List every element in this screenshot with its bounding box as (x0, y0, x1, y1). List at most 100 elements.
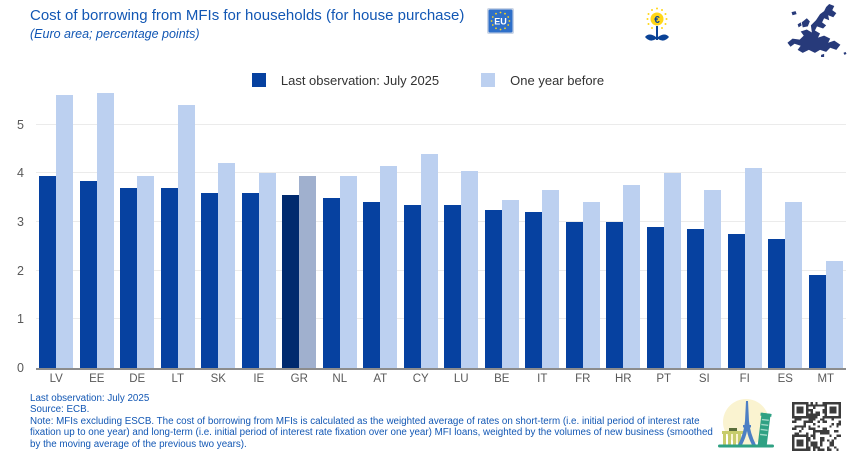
x-tick-label-EE: EE (89, 373, 105, 385)
y-tick-label-1: 1 (17, 312, 24, 327)
chart-legend: Last observation: July 2025 One year bef… (0, 70, 856, 90)
bar-MT-last-observation (808, 275, 826, 368)
bar-group-GR (279, 88, 320, 368)
eu-flag-text: EU (494, 17, 507, 27)
legend-label-last-observation: Last observation: July 2025 (280, 72, 440, 88)
qr-code (792, 402, 841, 451)
bar-PT-last-observation (646, 226, 664, 368)
bar-GR-one-year-before (299, 175, 317, 368)
bars-layer (36, 88, 846, 368)
x-tick-label-LV: LV (49, 373, 63, 385)
bar-LT-last-observation (160, 187, 178, 368)
x-tick-label-NL: NL (332, 373, 348, 385)
bar-group-LV (36, 88, 77, 368)
x-tick-label-IT: IT (537, 373, 548, 385)
european-landmarks-icon (714, 395, 778, 453)
europe-map-icon (787, 4, 849, 59)
eu-flag-icon: EU (487, 8, 514, 34)
bar-group-ES (765, 88, 806, 368)
bar-group-IE (239, 88, 280, 368)
bar-group-FI (725, 88, 766, 368)
bar-group-DE (117, 88, 158, 368)
x-axis-labels: LV EE DE LT SK IE GR NL AT CY LU BE IT FR HR PT SI FI ES MT (36, 373, 846, 385)
bar-AT-last-observation (363, 202, 381, 368)
bar-SK-one-year-before (218, 163, 236, 368)
y-tick-label-0: 0 (17, 361, 24, 375)
bar-FR-one-year-before (582, 202, 600, 368)
x-tick-label-LT: LT (171, 373, 185, 385)
y-tick-label-2: 2 (17, 263, 24, 278)
bar-GR-last-observation (282, 195, 300, 368)
gridline-4 (36, 172, 846, 174)
bar-LU-last-observation (444, 204, 462, 368)
bar-DE-last-observation (120, 187, 138, 368)
bar-FR-last-observation (565, 221, 583, 368)
bar-NL-last-observation (322, 197, 340, 368)
bar-IT-one-year-before (542, 190, 560, 368)
legend-swatch-last-observation (251, 73, 266, 87)
x-tick-label-LU: LU (453, 373, 469, 385)
bar-FI-one-year-before (744, 168, 762, 368)
gridline-2 (36, 269, 846, 271)
x-tick-label-MT: MT (817, 373, 835, 385)
bar-ES-last-observation (768, 238, 786, 368)
y-tick-label-3: 3 (17, 214, 24, 229)
footer-notes: Last observation: July 2025 Source: ECB.… (30, 393, 718, 450)
bar-CY-last-observation (403, 204, 421, 368)
bar-IE-last-observation (241, 192, 259, 368)
gridline-1 (36, 318, 846, 320)
bar-IE-one-year-before (258, 173, 276, 368)
bar-BE-one-year-before (501, 200, 519, 368)
bar-EE-last-observation (79, 180, 97, 368)
y-tick-label-4: 4 (17, 166, 24, 181)
legend-item-one-year-before: One year before (481, 73, 604, 88)
y-tick-label-5: 5 (17, 117, 24, 132)
bar-CY-one-year-before (420, 153, 438, 368)
x-tick-label-FI: FI (739, 373, 750, 385)
bar-LT-one-year-before (177, 105, 195, 368)
x-tick-label-AT: AT (373, 373, 388, 385)
bar-group-LU (441, 88, 482, 368)
x-tick-label-DE: DE (129, 373, 146, 385)
bar-IT-last-observation (525, 212, 543, 368)
x-tick-label-HR: HR (614, 373, 632, 385)
x-tick-label-IE: IE (253, 373, 265, 385)
page-title: Cost of borrowing from MFIs for househol… (30, 7, 465, 24)
gridline-5 (36, 123, 846, 125)
footer-note: Note: MFIs excluding ESCB. The cost of b… (30, 415, 713, 450)
legend-swatch-one-year-before (481, 73, 496, 87)
bar-group-EE (77, 88, 118, 368)
x-tick-label-GR: GR (290, 373, 308, 385)
bar-SI-last-observation (687, 229, 705, 368)
bar-HR-last-observation (606, 221, 624, 368)
bar-MT-one-year-before (825, 260, 843, 368)
legend-label-one-year-before: One year before (510, 72, 605, 88)
legend-item-last-observation: Last observation: July 2025 (251, 72, 440, 88)
bar-group-SK (198, 88, 239, 368)
x-tick-label-CY: CY (412, 373, 429, 385)
euro-symbol: € (654, 15, 660, 26)
y-axis-labels: 0 1 2 3 4 5 (2, 88, 30, 375)
bar-SK-last-observation (201, 192, 219, 368)
x-tick-label-ES: ES (777, 373, 793, 385)
bar-HR-one-year-before (623, 185, 641, 368)
bar-group-BE (482, 88, 523, 368)
bar-BE-last-observation (484, 209, 502, 368)
bar-group-AT (360, 88, 401, 368)
bar-ES-one-year-before (785, 202, 803, 368)
bar-NL-one-year-before (339, 175, 357, 368)
gridline-3 (36, 220, 846, 222)
bar-LV-last-observation (39, 175, 57, 368)
x-tick-label-PT: PT (656, 373, 672, 385)
plot-area (36, 88, 846, 370)
footer-last-observation: Last observation: July 2025 (30, 393, 150, 404)
bar-DE-one-year-before (137, 175, 155, 368)
bar-group-HR (603, 88, 644, 368)
bar-FI-last-observation (727, 234, 745, 368)
bar-AT-one-year-before (380, 165, 398, 368)
bar-group-FR (563, 88, 604, 368)
bar-group-CY (401, 88, 442, 368)
x-tick-label-SK: SK (210, 373, 226, 385)
bar-group-IT (522, 88, 563, 368)
